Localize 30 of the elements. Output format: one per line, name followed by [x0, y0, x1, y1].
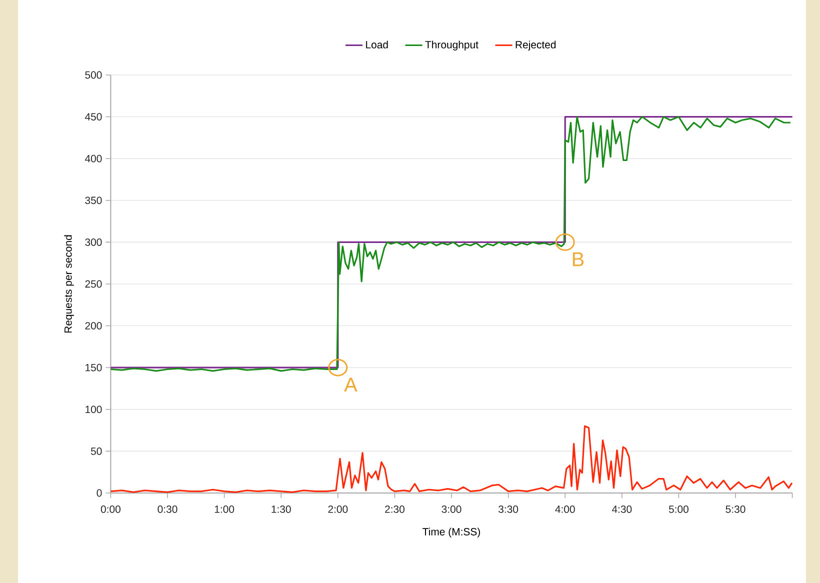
y-axis-title: Requests per second	[64, 235, 74, 333]
x-axis-title: Time (M:SS)	[422, 528, 480, 538]
x-tick-label: 4:00	[555, 506, 575, 513]
annotation: B	[572, 252, 584, 266]
x-tick-label: 5:30	[726, 506, 746, 513]
x-tick-label: 2:00	[328, 506, 348, 513]
y-tick-label: 50	[90, 447, 102, 455]
legend-label: Throughput	[425, 40, 478, 50]
y-tick-label: 450	[84, 113, 102, 120]
x-tick-label: 0:30	[158, 506, 178, 513]
legend-label: Rejected	[516, 40, 556, 50]
x-tick-label: 1:00	[214, 506, 234, 513]
y-tick-label: 250	[85, 280, 102, 288]
y-tick-label: 350	[85, 196, 102, 204]
y-tick-label: 400	[84, 154, 102, 162]
legend-label: Load	[366, 40, 388, 48]
x-tick-label: 3:30	[498, 506, 518, 513]
x-tick-label: 3:00	[442, 506, 462, 513]
x-tick-label: 0:00	[100, 506, 120, 513]
y-tick-label: 200	[85, 322, 102, 330]
y-tick-label: 150	[86, 364, 102, 372]
y-tick-label: 500	[85, 71, 102, 79]
x-tick-label: 4:30	[612, 506, 632, 513]
y-tick-label: 0	[96, 489, 102, 497]
x-tick-label: 5:00	[668, 506, 688, 513]
x-tick-label: 2:30	[385, 506, 404, 513]
x-tick-label: 1:30	[272, 506, 291, 513]
annotation: A	[344, 378, 358, 392]
y-tick-label: 300	[85, 238, 102, 246]
y-tick-label: 100	[86, 406, 102, 414]
